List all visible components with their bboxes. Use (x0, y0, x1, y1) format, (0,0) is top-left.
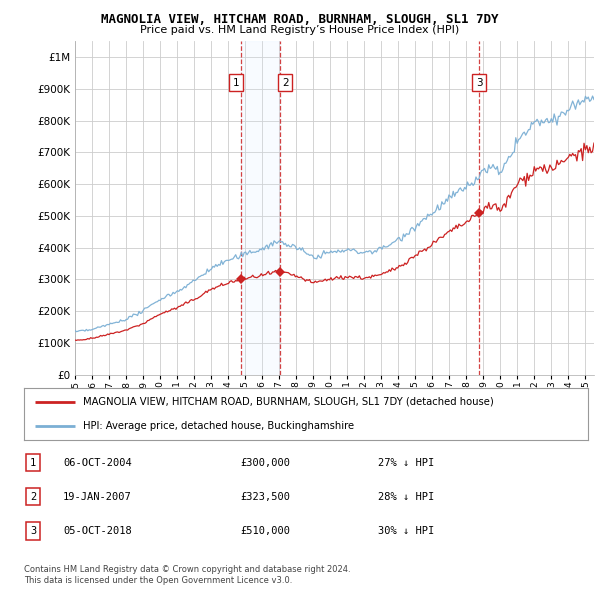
Text: 28% ↓ HPI: 28% ↓ HPI (378, 492, 434, 502)
Text: 27% ↓ HPI: 27% ↓ HPI (378, 458, 434, 467)
Text: 3: 3 (30, 526, 36, 536)
Text: 2: 2 (30, 492, 36, 502)
Text: 1: 1 (233, 77, 239, 87)
Text: £300,000: £300,000 (240, 458, 290, 467)
Text: 06-OCT-2004: 06-OCT-2004 (63, 458, 132, 467)
Text: 30% ↓ HPI: 30% ↓ HPI (378, 526, 434, 536)
Text: MAGNOLIA VIEW, HITCHAM ROAD, BURNHAM, SLOUGH, SL1 7DY: MAGNOLIA VIEW, HITCHAM ROAD, BURNHAM, SL… (101, 13, 499, 26)
Text: 3: 3 (476, 77, 482, 87)
Text: 05-OCT-2018: 05-OCT-2018 (63, 526, 132, 536)
Text: Price paid vs. HM Land Registry’s House Price Index (HPI): Price paid vs. HM Land Registry’s House … (140, 25, 460, 35)
Bar (241, 41, 280, 375)
Text: Contains HM Land Registry data © Crown copyright and database right 2024.
This d: Contains HM Land Registry data © Crown c… (24, 565, 350, 585)
Text: £323,500: £323,500 (240, 492, 290, 502)
Text: HPI: Average price, detached house, Buckinghamshire: HPI: Average price, detached house, Buck… (83, 421, 355, 431)
Text: 2: 2 (282, 77, 289, 87)
Text: 19-JAN-2007: 19-JAN-2007 (63, 492, 132, 502)
Text: MAGNOLIA VIEW, HITCHAM ROAD, BURNHAM, SLOUGH, SL1 7DY (detached house): MAGNOLIA VIEW, HITCHAM ROAD, BURNHAM, SL… (83, 396, 494, 407)
Text: £510,000: £510,000 (240, 526, 290, 536)
Text: 1: 1 (30, 458, 36, 467)
